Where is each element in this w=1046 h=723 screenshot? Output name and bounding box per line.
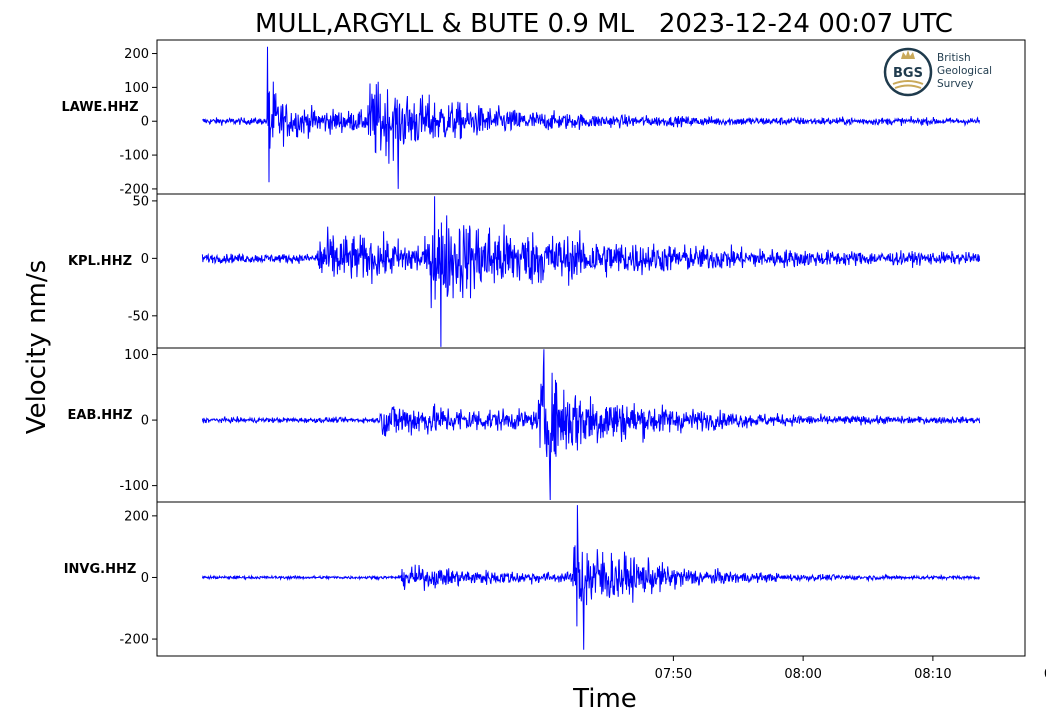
x-tick-label: 08:10	[914, 667, 951, 682]
x-axis-title: Time	[572, 684, 637, 714]
y-tick-label: -200	[119, 182, 149, 197]
y-tick-label: -100	[119, 479, 149, 494]
y-tick-label: 100	[124, 348, 149, 363]
y-tick-label: 200	[124, 47, 149, 62]
logo-line-survey: Survey	[937, 78, 974, 90]
waveform-line	[201, 196, 981, 347]
x-tick-label: 08:20	[1044, 667, 1046, 682]
logo-wave-icon	[894, 84, 922, 89]
waveform-line	[202, 46, 981, 189]
y-tick-label: 200	[124, 509, 149, 524]
x-tick-label: 08:00	[784, 667, 821, 682]
y-tick-label: 100	[124, 81, 149, 96]
trace-panel-invg-hhz: 200 0 -200 INVG.HHZ	[64, 501, 1026, 657]
station-label: KPL.HHZ	[68, 254, 132, 269]
y-tick-label: 50	[132, 194, 149, 209]
y-tick-label: -200	[119, 633, 149, 648]
y-tick-label: 0	[141, 571, 149, 586]
station-label: LAWE.HHZ	[61, 100, 138, 115]
y-tick-label: -100	[119, 149, 149, 164]
trace-panels: 200 100 0 -100 -200 LAWE.HHZ 50 0 -50 KPL.HHZ 100 0…	[61, 39, 1026, 657]
crown-icon	[901, 50, 915, 59]
y-tick-label: 0	[141, 252, 149, 267]
station-label: INVG.HHZ	[64, 562, 137, 577]
logo-line-geological: Geological	[937, 65, 992, 77]
waveform-line	[201, 505, 981, 650]
station-label: EAB.HHZ	[68, 408, 133, 423]
bgs-logo: BGS British Geological Survey	[883, 47, 992, 97]
waveform-line	[201, 349, 981, 501]
y-tick-label: 0	[141, 115, 149, 130]
panel-frame	[156, 501, 1026, 657]
y-tick-label: -50	[128, 309, 149, 324]
x-tick-label: 07:50	[655, 667, 692, 682]
logo-badge-text: BGS	[893, 66, 923, 81]
logo-line-british: British	[937, 52, 971, 64]
logo-wave-icon	[892, 80, 924, 85]
y-tick-label: 0	[141, 414, 149, 429]
y-axis-title: Velocity nm/s	[22, 260, 52, 434]
trace-panel-lawe-hhz: 200 100 0 -100 -200 LAWE.HHZ	[61, 39, 1026, 197]
chart-title: MULL,ARGYLL & BUTE 0.9 ML 2023-12-24 00:…	[255, 9, 953, 39]
